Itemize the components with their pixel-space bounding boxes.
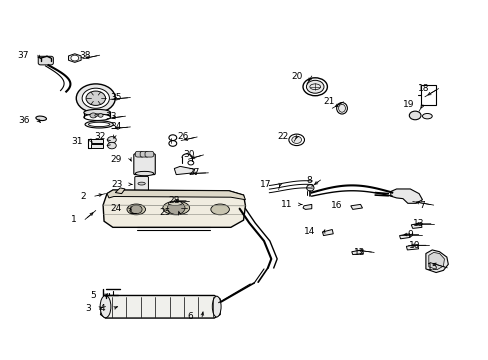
Text: 6: 6 [187, 312, 193, 321]
Text: 37: 37 [18, 51, 29, 60]
Ellipse shape [100, 296, 111, 318]
Polygon shape [390, 189, 422, 203]
Text: 29: 29 [110, 155, 122, 164]
Ellipse shape [210, 204, 229, 215]
Polygon shape [68, 54, 81, 62]
Circle shape [107, 142, 116, 149]
Text: 2: 2 [80, 192, 86, 201]
Polygon shape [101, 296, 220, 318]
Polygon shape [103, 190, 245, 227]
Text: 17: 17 [259, 180, 271, 189]
Circle shape [107, 136, 116, 143]
Text: 14: 14 [303, 228, 315, 237]
Text: 5: 5 [90, 291, 96, 300]
Ellipse shape [83, 109, 110, 116]
Ellipse shape [135, 153, 154, 157]
Text: 3: 3 [85, 303, 91, 312]
Bar [91, 139, 103, 143]
Text: 23: 23 [111, 180, 122, 189]
Text: 18: 18 [417, 84, 429, 93]
FancyBboxPatch shape [145, 151, 154, 157]
Polygon shape [399, 234, 409, 239]
Ellipse shape [168, 201, 182, 206]
FancyBboxPatch shape [135, 176, 148, 191]
Ellipse shape [138, 182, 145, 185]
Text: 22: 22 [277, 132, 288, 141]
Bar [420, 85, 435, 105]
Text: 8: 8 [305, 176, 311, 185]
Text: 13: 13 [412, 219, 424, 228]
Text: 9: 9 [406, 230, 412, 239]
Ellipse shape [135, 171, 154, 176]
Ellipse shape [127, 204, 145, 215]
Polygon shape [174, 166, 194, 175]
Text: 25: 25 [159, 208, 170, 217]
Polygon shape [107, 190, 245, 200]
FancyBboxPatch shape [140, 151, 149, 157]
Text: 28: 28 [168, 196, 180, 205]
Ellipse shape [85, 121, 113, 128]
Circle shape [164, 198, 170, 203]
Text: 30: 30 [183, 150, 194, 159]
FancyBboxPatch shape [135, 151, 144, 157]
Text: 16: 16 [330, 201, 341, 210]
Circle shape [176, 208, 185, 215]
Text: 26: 26 [177, 132, 188, 141]
Polygon shape [303, 204, 311, 210]
Text: 12: 12 [353, 248, 365, 257]
Ellipse shape [83, 114, 110, 121]
Circle shape [76, 84, 115, 113]
Text: 4: 4 [100, 303, 105, 312]
Polygon shape [350, 204, 362, 210]
Text: 11: 11 [280, 200, 292, 209]
Polygon shape [115, 188, 125, 194]
Text: 36: 36 [19, 116, 30, 125]
Text: 35: 35 [110, 93, 122, 102]
Ellipse shape [338, 104, 345, 112]
Text: 20: 20 [291, 72, 303, 81]
Ellipse shape [36, 116, 46, 121]
Circle shape [71, 55, 79, 61]
FancyBboxPatch shape [134, 154, 155, 175]
Circle shape [82, 88, 109, 108]
Circle shape [95, 114, 98, 117]
Ellipse shape [306, 185, 313, 191]
Circle shape [167, 202, 184, 215]
Text: 32: 32 [94, 132, 105, 141]
Ellipse shape [212, 296, 221, 317]
Ellipse shape [163, 201, 189, 215]
Text: 31: 31 [71, 137, 82, 146]
FancyBboxPatch shape [38, 56, 53, 65]
Circle shape [130, 205, 142, 214]
Circle shape [408, 111, 420, 120]
Circle shape [306, 80, 324, 93]
Text: 1: 1 [70, 215, 76, 224]
Text: 19: 19 [402, 100, 413, 109]
Circle shape [86, 91, 105, 105]
Text: 10: 10 [407, 241, 419, 250]
Polygon shape [351, 250, 363, 255]
Ellipse shape [88, 122, 110, 127]
Text: 27: 27 [188, 168, 199, 177]
Polygon shape [410, 223, 421, 228]
Circle shape [90, 113, 97, 118]
Text: 7: 7 [418, 201, 424, 210]
Ellipse shape [422, 113, 431, 119]
Text: 21: 21 [323, 97, 334, 106]
Text: 33: 33 [105, 112, 117, 121]
Polygon shape [322, 229, 332, 235]
Polygon shape [425, 250, 447, 273]
Bar [91, 144, 103, 148]
Circle shape [98, 114, 103, 117]
Text: 24: 24 [110, 204, 122, 213]
Polygon shape [406, 244, 418, 250]
Text: 34: 34 [110, 122, 122, 131]
Text: 38: 38 [79, 51, 91, 60]
Circle shape [182, 208, 191, 215]
Circle shape [291, 136, 301, 143]
Text: 15: 15 [426, 264, 438, 273]
Polygon shape [428, 252, 444, 270]
